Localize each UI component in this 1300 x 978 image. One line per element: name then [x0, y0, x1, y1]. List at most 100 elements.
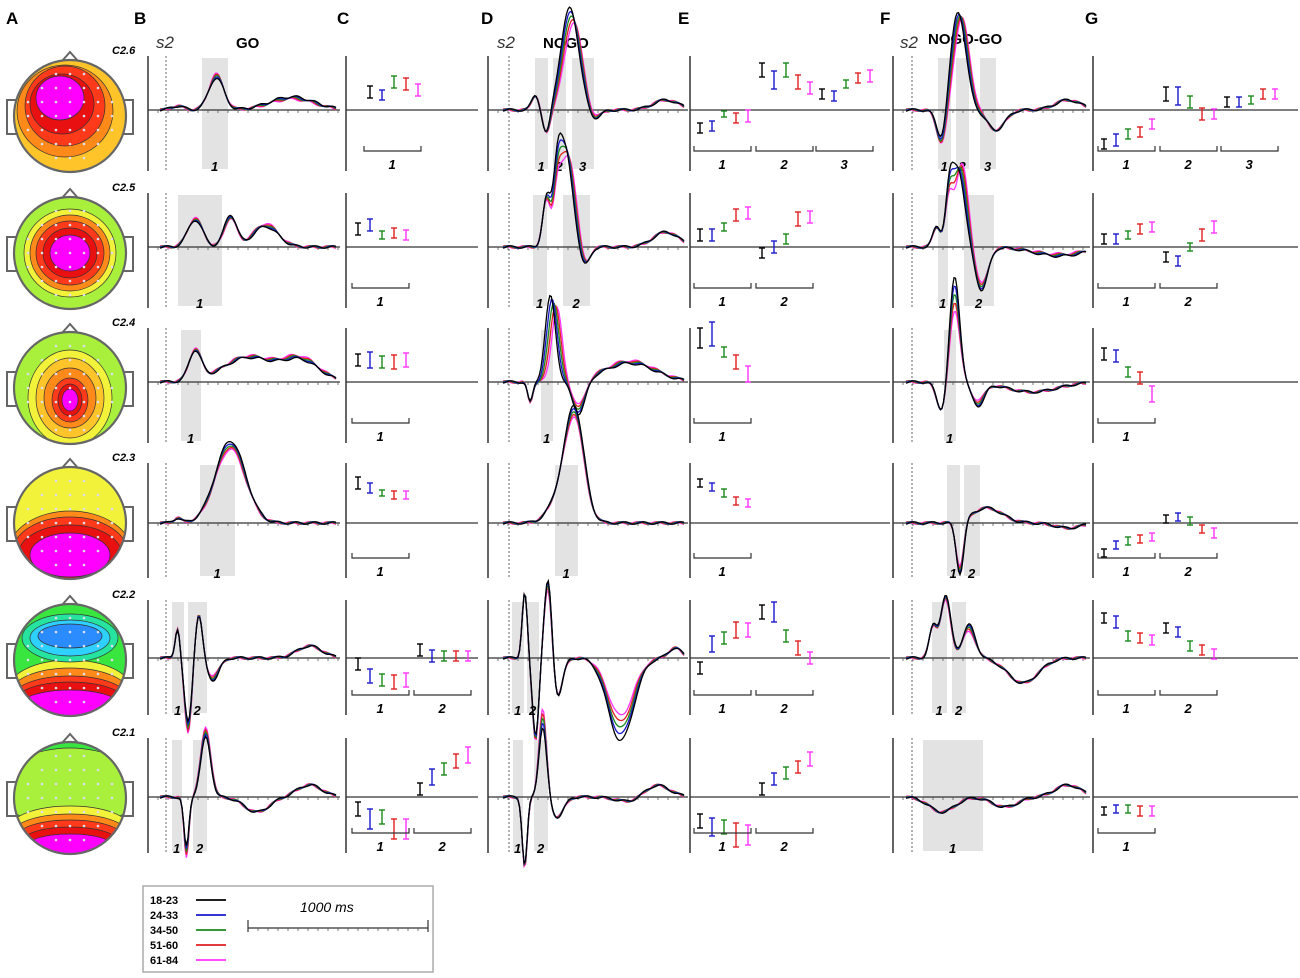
electrode [40, 782, 44, 786]
electrode [40, 251, 44, 255]
electrode [54, 479, 58, 483]
electrode [40, 630, 44, 634]
electrode [82, 128, 86, 132]
topography-map [6, 322, 134, 446]
electrode [54, 358, 58, 362]
header-go: GO [236, 35, 260, 52]
nogo-errorbars-group-label: 2 [780, 839, 789, 854]
nogo-waveform-waveform-24-33 [502, 298, 685, 413]
electrode [40, 237, 44, 241]
nogo-go-errorbars-bracket [1220, 146, 1279, 152]
electrode [40, 142, 44, 146]
electrode [96, 414, 100, 418]
electrode [82, 414, 86, 418]
nogo-go-errorbars-group-label: 1 [1123, 157, 1130, 172]
component-label: C2.1 [112, 727, 135, 739]
nogo-waveform-waveform-61-84 [502, 305, 685, 405]
electrode [68, 644, 72, 648]
topography-map [6, 594, 134, 718]
legend-label: 61-84 [150, 955, 179, 967]
go-waveform-waveform-34-50 [159, 730, 337, 852]
nogo-go-waveform-window-shade [964, 465, 980, 576]
electrode [82, 100, 86, 104]
electrode [54, 128, 58, 132]
map-contour [29, 532, 111, 578]
go-errorbars-group-label: 2 [438, 701, 447, 716]
electrode [68, 358, 72, 362]
electrode [82, 754, 86, 758]
nogo-waveform-waveform-18-23 [502, 6, 685, 132]
electrode [82, 251, 86, 255]
electrode [26, 100, 30, 104]
electrode [54, 279, 58, 283]
nogo-waveform-window-label: 1 [563, 566, 570, 581]
electrode [96, 400, 100, 404]
nogo-go-waveform-window-shade [938, 195, 948, 306]
electrode [82, 72, 86, 76]
electrode [110, 400, 114, 404]
electrode [110, 265, 114, 269]
nogo-go-waveform-waveform-18-23 [905, 276, 1087, 411]
electrode [96, 86, 100, 90]
electrode [96, 237, 100, 241]
electrode [96, 768, 100, 772]
electrode [54, 223, 58, 227]
electrode [68, 344, 72, 348]
electrode [26, 114, 30, 118]
electrode [68, 428, 72, 432]
electrode [40, 796, 44, 800]
electrode [96, 630, 100, 634]
go-errorbars-bracket [351, 418, 410, 424]
nogo-go-errorbars-group-label: 1 [1123, 839, 1130, 854]
electrode [82, 535, 86, 539]
map-surface [14, 742, 126, 854]
electrode [68, 658, 72, 662]
electrode [54, 782, 58, 786]
topography-map [6, 732, 134, 856]
electrode [82, 400, 86, 404]
go-waveform-window-label: 2 [193, 703, 202, 718]
electrode [110, 372, 114, 376]
row-C2.6: C2.61 1 1 2 3 1 2 3 1 2 3 1 2 3 [6, 6, 1298, 174]
electrode [26, 507, 30, 511]
go-errorbars-group-label: 1 [377, 294, 384, 309]
legend-label: 51-60 [150, 940, 178, 952]
electrode [40, 672, 44, 676]
electrode [68, 209, 72, 213]
map-surface [14, 197, 126, 309]
electrode [26, 672, 30, 676]
electrode [26, 265, 30, 269]
electrode [68, 686, 72, 690]
electrode [96, 265, 100, 269]
electrode [82, 768, 86, 772]
map-contour [61, 388, 79, 412]
nogo-go-waveform-window-label: 1 [936, 703, 943, 718]
nogo-go-waveform-window-label: 1 [950, 566, 957, 581]
electrode [68, 372, 72, 376]
nogo-waveform-window-label: 2 [528, 703, 537, 718]
electrode [68, 386, 72, 390]
legend: 18-23 24-33 34-50 51-60 61-84 1000 ms [142, 885, 434, 973]
electrode [68, 782, 72, 786]
nogo-errorbars-bracket [693, 553, 752, 559]
electrode [40, 686, 44, 690]
electrode [68, 630, 72, 634]
row-C2.5: C2.5 1 1 1 2 1 2 1 2 1 2 [6, 131, 1298, 311]
nogo-waveform-window-shade [513, 740, 523, 851]
electrode [54, 386, 58, 390]
electrode [68, 810, 72, 814]
nogo-go-waveform-waveform-18-23 [905, 11, 1087, 138]
map-surface [14, 332, 126, 444]
nogo-waveform-waveform-18-23 [502, 727, 685, 866]
electrode [68, 549, 72, 553]
electrode [40, 414, 44, 418]
electrode [68, 535, 72, 539]
electrode [40, 493, 44, 497]
electrode [68, 563, 72, 567]
go-errorbars-bracket [351, 690, 410, 696]
electrode [96, 782, 100, 786]
electrode [26, 237, 30, 241]
electrode [40, 644, 44, 648]
nogo-waveform-window-label: 1 [543, 431, 550, 446]
